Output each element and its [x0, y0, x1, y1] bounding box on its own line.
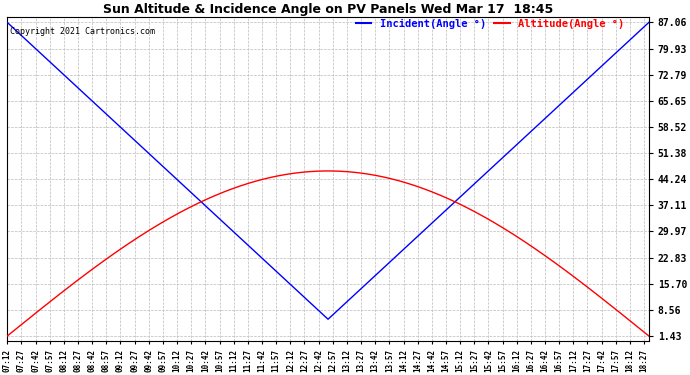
Title: Sun Altitude & Incidence Angle on PV Panels Wed Mar 17  18:45: Sun Altitude & Incidence Angle on PV Pan…: [103, 3, 553, 16]
Text: Copyright 2021 Cartronics.com: Copyright 2021 Cartronics.com: [10, 27, 155, 36]
Legend: Incident(Angle °), Altitude(Angle °): Incident(Angle °), Altitude(Angle °): [355, 19, 624, 29]
